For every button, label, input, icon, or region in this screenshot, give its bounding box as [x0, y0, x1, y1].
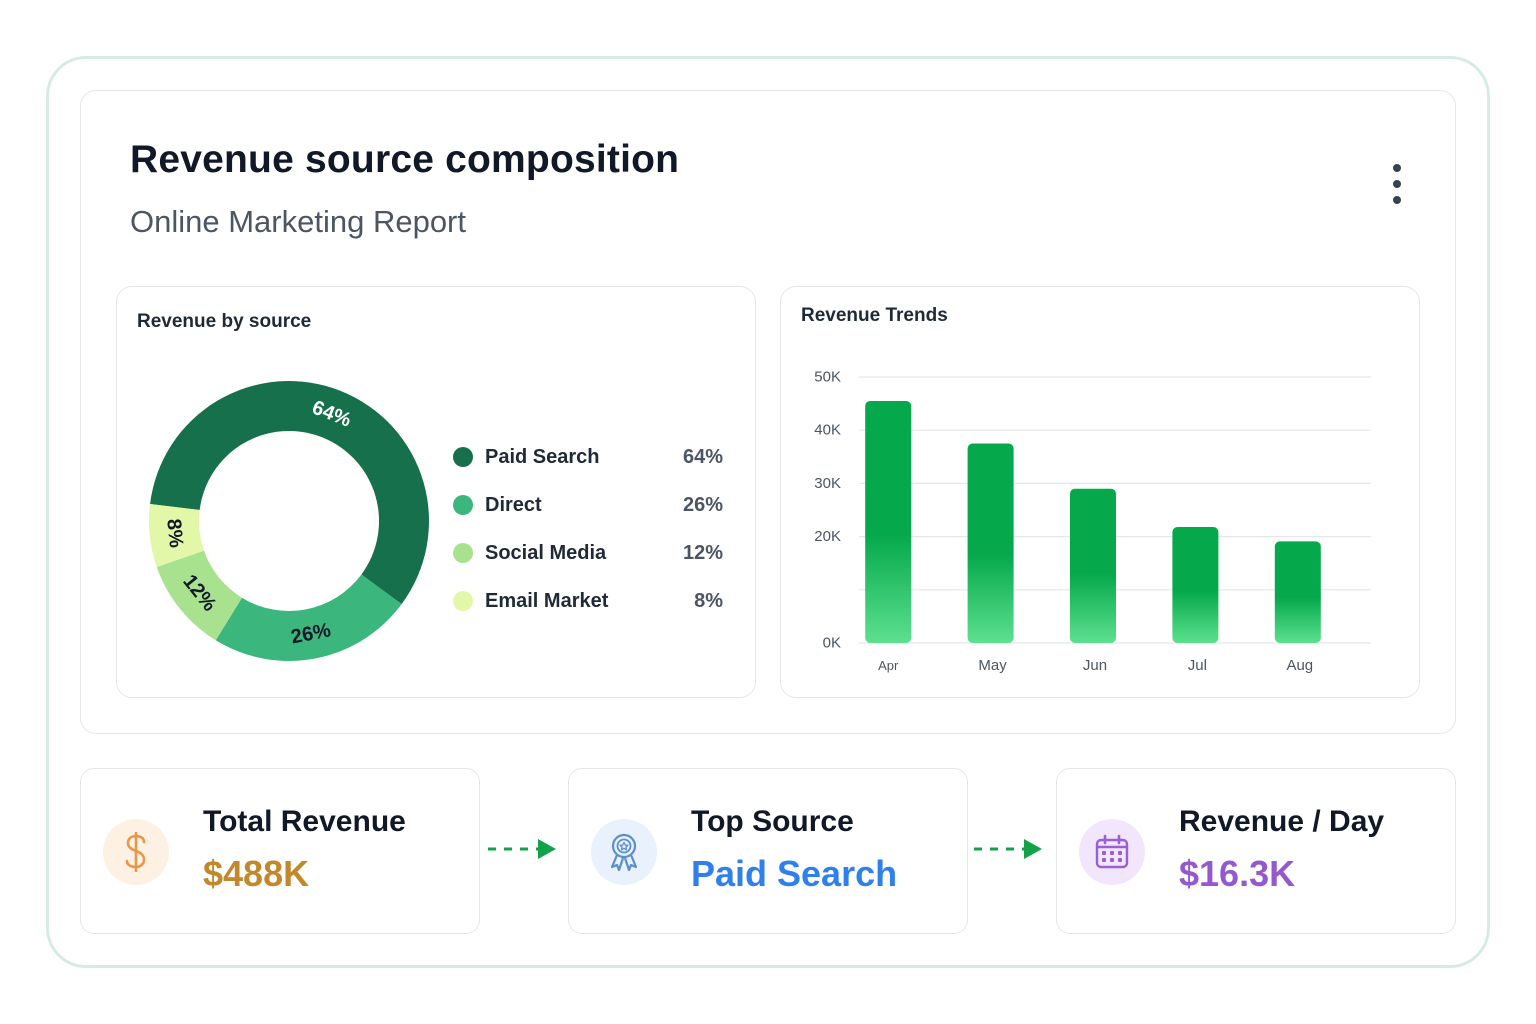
legend-swatch [453, 591, 473, 611]
y-tick-label: 40K [814, 422, 841, 439]
donut-data-label: 8% [162, 518, 187, 549]
x-tick-label: Jul [1188, 657, 1207, 674]
y-tick-label: 0K [823, 635, 841, 652]
kpi-card-revenue-per-day: Revenue / Day $16.3K [1056, 768, 1456, 934]
donut-slice-social-media[interactable] [156, 550, 242, 641]
legend-label: Social Media [485, 541, 607, 564]
kpi-value: $16.3K [1179, 853, 1296, 894]
arrow-right-icon [974, 839, 1042, 859]
kpi-label: Top Source [691, 805, 854, 838]
kpi-label: Revenue / Day [1179, 805, 1385, 838]
kebab-menu-icon[interactable] [1384, 162, 1410, 206]
legend-swatch [453, 447, 473, 467]
arrow-right-icon [488, 839, 556, 859]
donut-chart: 64%26%12%8% [149, 380, 430, 661]
bar-apr[interactable] [865, 400, 912, 643]
donut-slice-direct[interactable] [215, 574, 402, 661]
page-subtitle: Online Marketing Report [130, 204, 466, 239]
donut-legend: Paid Search 64% Direct 26% Social Media 12% Em… [453, 433, 733, 625]
bar-jun[interactable] [1070, 488, 1116, 643]
bar-jul[interactable] [1172, 527, 1219, 643]
donut-slice-paid-search[interactable] [150, 380, 430, 605]
legend-label: Email Market [485, 589, 609, 612]
legend-value: 8% [694, 589, 723, 612]
page-title: Revenue source composition [130, 138, 680, 181]
donut-chart-title: Revenue by source [137, 311, 312, 332]
legend-label: Direct [485, 493, 542, 516]
legend-label: Paid Search [485, 445, 600, 468]
bar-may[interactable] [967, 443, 1014, 644]
legend-swatch [453, 495, 473, 515]
bar-chart: 0K 20K 30K 40K 50K Apr May Jun Jul Aug [814, 369, 1371, 674]
x-tick-label: Jun [1083, 657, 1107, 674]
x-tick-label: Apr [878, 658, 899, 673]
legend-swatch [453, 543, 473, 563]
dollar-icon [103, 819, 169, 885]
kpi-value: Paid Search [691, 853, 898, 894]
kpi-value: $488K [203, 853, 310, 894]
kpi-card-total-revenue: Total Revenue $488K [80, 768, 480, 934]
legend-item[interactable]: Email Market 8% [453, 577, 733, 625]
bar-aug[interactable] [1274, 541, 1321, 643]
y-tick-label: 50K [814, 369, 841, 386]
revenue-trends-panel: Revenue Trends 0K 20K 30K 40K 50K Apr May Jun Ju… [780, 286, 1420, 698]
donut-slice-email-market[interactable] [149, 503, 204, 567]
award-ribbon-icon [591, 819, 657, 885]
calendar-icon [1079, 819, 1145, 885]
legend-value: 26% [682, 493, 723, 516]
legend-item[interactable]: Direct 26% [453, 481, 733, 529]
kpi-label: Total Revenue [203, 805, 406, 838]
x-tick-label: Aug [1286, 657, 1313, 674]
legend-item[interactable]: Social Media 12% [453, 529, 733, 577]
legend-value: 64% [682, 445, 723, 468]
legend-value: 12% [682, 541, 723, 564]
revenue-by-source-panel: Revenue by source 64% 26% 12% 8% Paid Searc… [116, 286, 756, 698]
y-tick-label: 30K [814, 475, 841, 492]
kpi-card-top-source: Top Source Paid Search [568, 768, 968, 934]
y-tick-label: 20K [814, 528, 841, 545]
legend-item[interactable]: Paid Search 64% [453, 433, 733, 481]
x-tick-label: May [978, 657, 1007, 674]
bar-chart-title: Revenue Trends [801, 305, 948, 326]
